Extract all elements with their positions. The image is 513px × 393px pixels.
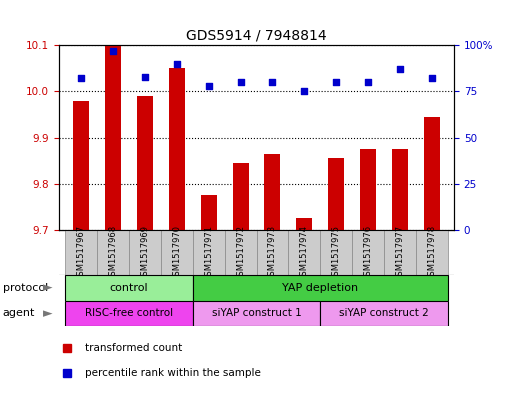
- Bar: [225, 230, 256, 275]
- Text: transformed count: transformed count: [85, 343, 182, 353]
- Text: RISC-free control: RISC-free control: [85, 309, 173, 318]
- Bar: [384, 230, 416, 275]
- Text: protocol: protocol: [3, 283, 48, 293]
- Point: [173, 61, 181, 67]
- Bar: [320, 230, 352, 275]
- Text: GSM1517976: GSM1517976: [364, 224, 372, 281]
- Text: GSM1517969: GSM1517969: [141, 224, 149, 281]
- Bar: [232, 163, 248, 230]
- Bar: [193, 230, 225, 275]
- Point: [300, 88, 308, 94]
- Bar: [169, 68, 185, 230]
- Text: siYAP construct 1: siYAP construct 1: [212, 309, 301, 318]
- Text: percentile rank within the sample: percentile rank within the sample: [85, 368, 261, 378]
- Bar: [328, 158, 344, 230]
- Text: GSM1517978: GSM1517978: [427, 224, 436, 281]
- Bar: [288, 230, 320, 275]
- Text: GSM1517970: GSM1517970: [172, 224, 182, 281]
- Bar: [424, 117, 440, 230]
- Text: GSM1517977: GSM1517977: [396, 224, 404, 281]
- Bar: [65, 230, 97, 275]
- Bar: [416, 230, 448, 275]
- Bar: [129, 230, 161, 275]
- Text: GSM1517967: GSM1517967: [77, 224, 86, 281]
- Title: GDS5914 / 7948814: GDS5914 / 7948814: [186, 29, 327, 42]
- Text: YAP depletion: YAP depletion: [282, 283, 358, 293]
- Bar: [297, 219, 312, 230]
- Point: [428, 75, 436, 82]
- Bar: [256, 230, 288, 275]
- Bar: [137, 96, 153, 230]
- Point: [141, 73, 149, 80]
- Point: [77, 75, 85, 82]
- Bar: [352, 230, 384, 275]
- Text: siYAP construct 2: siYAP construct 2: [339, 309, 429, 318]
- Point: [236, 79, 245, 85]
- Bar: [392, 149, 408, 230]
- Text: GSM1517974: GSM1517974: [300, 224, 309, 281]
- Text: control: control: [110, 283, 148, 293]
- Point: [332, 79, 340, 85]
- Bar: [161, 230, 193, 275]
- Point: [364, 79, 372, 85]
- Text: GSM1517973: GSM1517973: [268, 224, 277, 281]
- Text: ►: ►: [43, 307, 52, 320]
- Bar: [193, 275, 448, 301]
- Bar: [193, 301, 320, 326]
- Text: GSM1517968: GSM1517968: [109, 224, 117, 281]
- Bar: [320, 301, 448, 326]
- Bar: [265, 154, 281, 230]
- Bar: [65, 275, 193, 301]
- Bar: [105, 45, 121, 230]
- Text: GSM1517975: GSM1517975: [331, 224, 341, 281]
- Point: [109, 48, 117, 54]
- Bar: [201, 195, 216, 230]
- Point: [268, 79, 277, 85]
- Text: GSM1517971: GSM1517971: [204, 224, 213, 281]
- Text: agent: agent: [3, 309, 35, 318]
- Bar: [97, 230, 129, 275]
- Bar: [73, 101, 89, 230]
- Bar: [65, 301, 193, 326]
- Point: [396, 66, 404, 72]
- Point: [205, 83, 213, 89]
- Bar: [360, 149, 376, 230]
- Text: ►: ►: [43, 281, 52, 294]
- Text: GSM1517972: GSM1517972: [236, 224, 245, 281]
